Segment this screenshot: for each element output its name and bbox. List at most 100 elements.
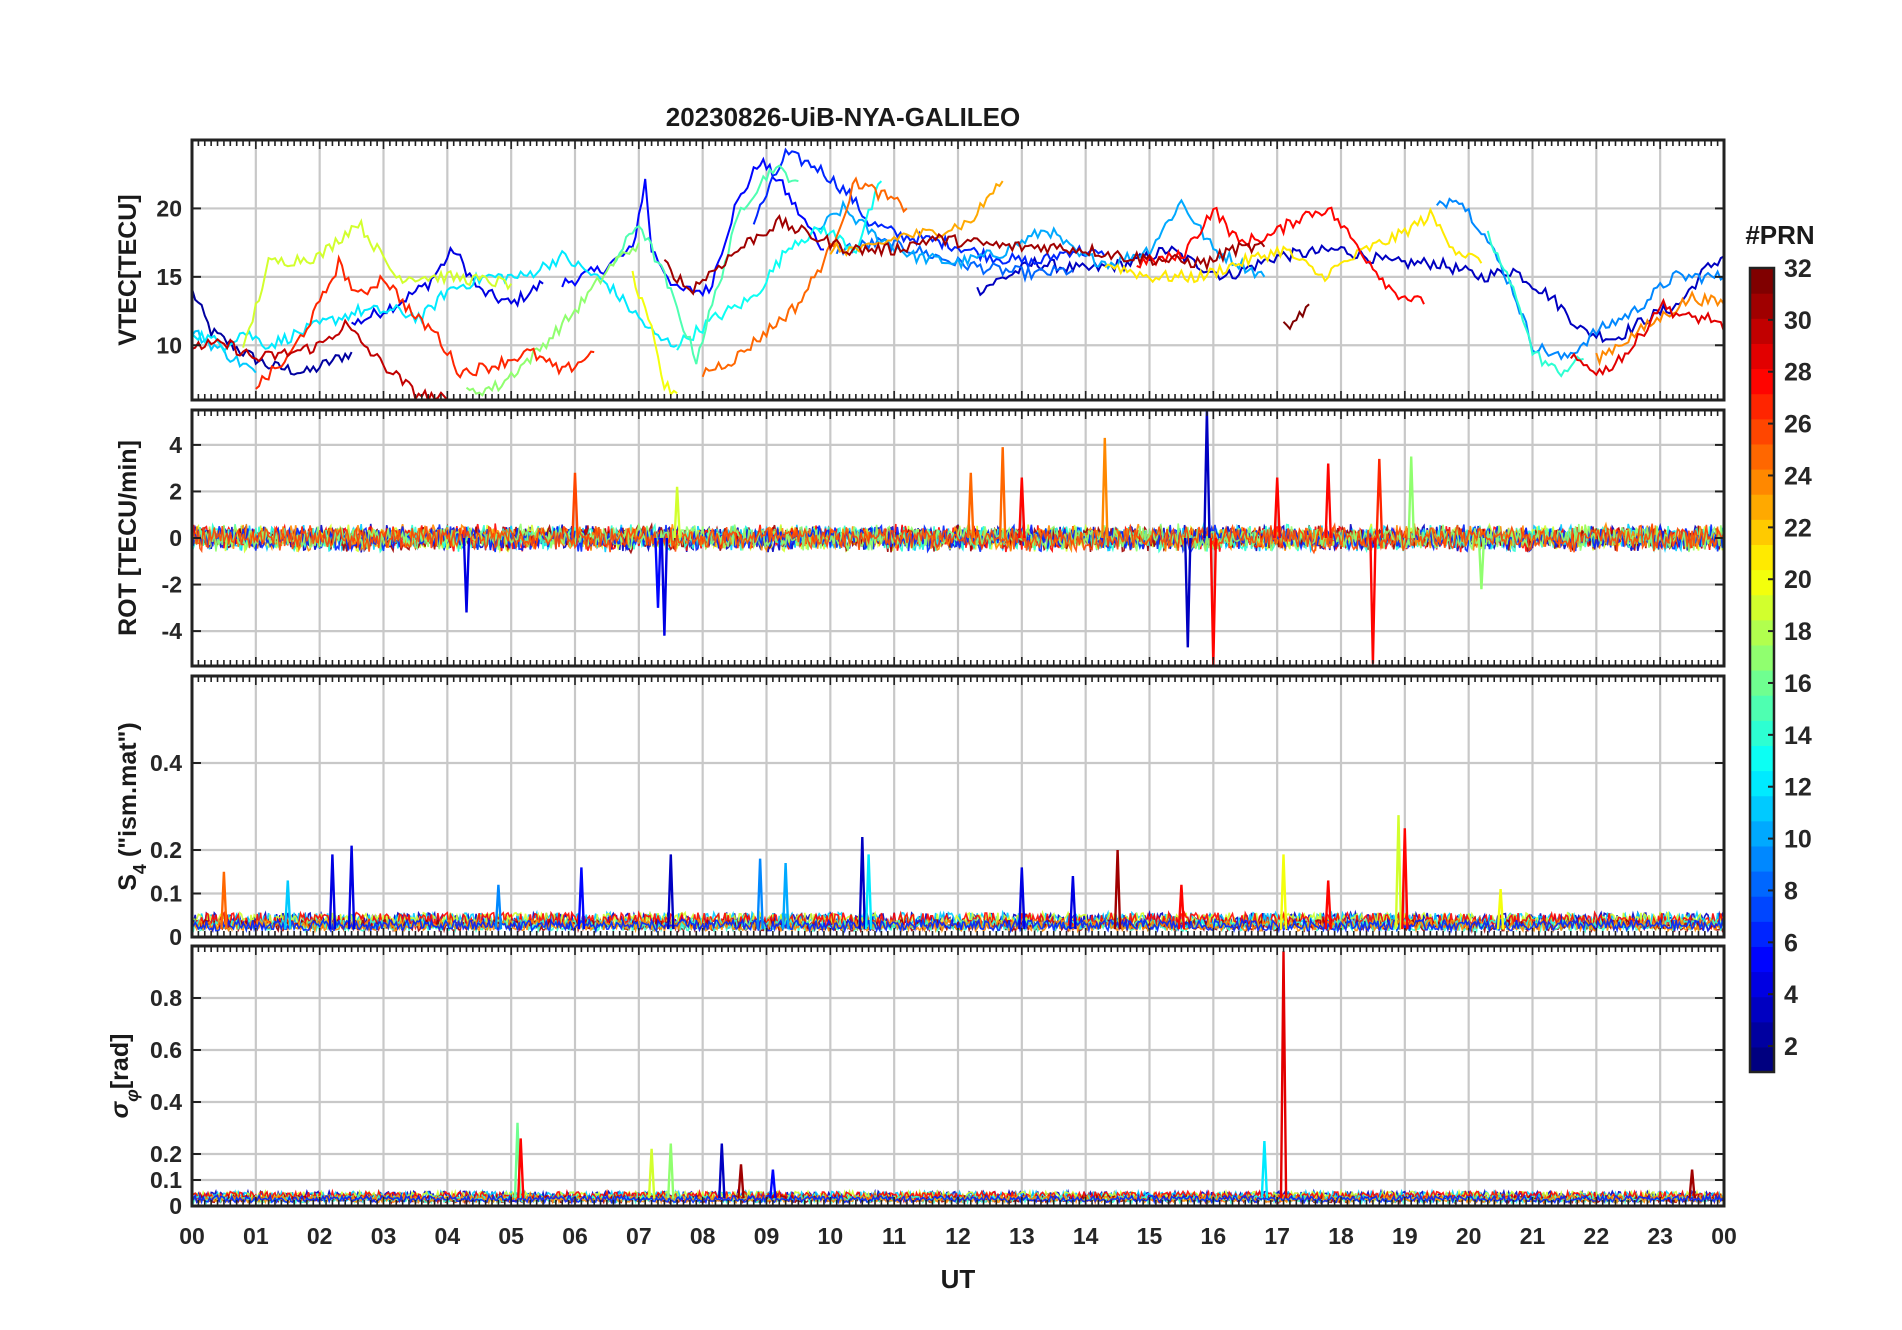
colorbar-segment xyxy=(1750,418,1774,445)
vtec-y-axis-label: VTEC[TECU] xyxy=(114,194,142,345)
s4-spike-17 xyxy=(1394,815,1403,930)
vtec-series-prn-9 xyxy=(1436,197,1724,361)
rot-spike-5 xyxy=(967,472,975,539)
rot-noise-series-9 xyxy=(192,521,1724,555)
vtec-series-prn-2 xyxy=(192,288,353,376)
sigphi-spike-2 xyxy=(647,1148,656,1199)
colorbar-title: #PRN xyxy=(1745,220,1814,250)
sigphi-spike-3 xyxy=(667,1143,675,1199)
colorbar-segment xyxy=(1750,971,1774,998)
s4-minor-ticks xyxy=(191,676,1725,937)
sigphi-spike-1 xyxy=(517,1138,525,1199)
s4-spike-11 xyxy=(1018,867,1026,930)
vtec-series-prn-31 xyxy=(663,213,1266,296)
x-tick-label: 02 xyxy=(307,1223,333,1249)
rot-spike-15 xyxy=(1375,458,1384,539)
sigphi-spike-4 xyxy=(718,1143,726,1199)
rot-spike-9 xyxy=(1184,537,1192,648)
s4-spike-0 xyxy=(220,871,228,930)
s4-y-tick-label: 0 xyxy=(169,924,182,950)
x-tick-label: 22 xyxy=(1584,1223,1610,1249)
colorbar-segment xyxy=(1750,569,1774,596)
x-tick-label: 00 xyxy=(179,1223,205,1249)
vtec-series-prn-29 xyxy=(1570,297,1724,377)
x-tick-label: 13 xyxy=(1009,1223,1035,1249)
rot-panel: -4 -2 0 2 4 ROT [TECU/min] xyxy=(114,408,1726,668)
colorbar-tick-label: 26 xyxy=(1784,411,1812,439)
vtec-series-prn-24 xyxy=(1595,290,1724,367)
colorbar-segment xyxy=(1750,1046,1774,1073)
rot-spike-12 xyxy=(1273,477,1281,539)
x-tick-label: 16 xyxy=(1201,1223,1227,1249)
x-tick-label: 11 xyxy=(882,1223,907,1249)
colorbar-tick-label: 8 xyxy=(1784,877,1798,905)
sigphi-y-tick-label: 0.6 xyxy=(150,1037,182,1063)
colorbar-segment xyxy=(1750,770,1774,797)
sigphi-spike-6 xyxy=(769,1169,777,1199)
colorbar-tick-label: 30 xyxy=(1784,307,1812,335)
vtec-minor-ticks xyxy=(191,140,1725,400)
rot-y-tick-label: 4 xyxy=(169,432,182,458)
vtec-series-prn-6 xyxy=(752,147,1106,271)
vtec-series-prn-5 xyxy=(561,156,825,298)
s4-y-tick-label: 0.1 xyxy=(150,881,182,907)
s4-spike-18 xyxy=(1401,828,1409,930)
s4-grid xyxy=(190,676,1726,939)
s4-spike-14 xyxy=(1177,884,1186,930)
rot-spike-7 xyxy=(1018,477,1026,539)
rot-spike-17 xyxy=(1477,537,1486,590)
colorbar-segment xyxy=(1750,946,1774,973)
colorbar-tick-label: 20 xyxy=(1784,566,1812,594)
x-tick-label: 18 xyxy=(1328,1223,1354,1249)
colorbar-tick-label: 16 xyxy=(1784,670,1812,698)
x-tick-label: 07 xyxy=(626,1223,652,1249)
colorbar-segment xyxy=(1750,443,1774,470)
vtec-series-prn-4 xyxy=(351,245,544,326)
vtec-series-prn-27 xyxy=(255,254,595,390)
vtec-grid xyxy=(190,140,1726,400)
vtec-series-prn-14 xyxy=(1486,230,1584,378)
colorbar-tick-label: 4 xyxy=(1784,981,1798,1009)
vtec-series-prn-19 xyxy=(242,218,513,348)
sigphi-spike-8 xyxy=(1279,951,1288,1199)
s4-spike-3 xyxy=(347,845,356,930)
rot-spike-8 xyxy=(1101,437,1109,539)
sigphi-y-tick-label: 0.1 xyxy=(150,1167,182,1193)
x-tick-label: 09 xyxy=(754,1223,780,1249)
vtec-series-prn-20 xyxy=(631,270,678,397)
s4-spike-1 xyxy=(284,880,292,930)
vtec-series-prn-3 xyxy=(976,243,1724,344)
rot-y-tick-label: 2 xyxy=(169,478,182,504)
vtec-series-prn-15 xyxy=(612,164,799,365)
s4-spike-19 xyxy=(1496,889,1505,930)
rot-spike-11 xyxy=(1209,537,1218,666)
x-tick-label: 04 xyxy=(435,1223,461,1249)
sigphi-panel: 00.10.2 0.4 0.6 0.8 σφ[rad] xyxy=(106,944,1726,1219)
sigphi-spike-7 xyxy=(1260,1140,1269,1199)
colorbar-frame xyxy=(1748,266,1776,1074)
x-tick-label: 19 xyxy=(1392,1223,1418,1249)
sigphi-y-axis-label: σφ[rad] xyxy=(106,1034,142,1119)
colorbar-tick-label: 28 xyxy=(1784,359,1812,387)
sigphi-spike-5 xyxy=(737,1164,745,1199)
vtec-panel: 10 15 20 VTEC[TECU] xyxy=(114,138,1726,402)
vtec-series-prn-13 xyxy=(676,180,883,351)
x-tick-label: 00 xyxy=(1711,1223,1737,1249)
s4-spike-12 xyxy=(1069,876,1077,930)
colorbar-segment xyxy=(1750,619,1774,646)
x-tick-label: 23 xyxy=(1647,1223,1673,1249)
rot-noise-series-7 xyxy=(192,523,1724,554)
rot-spike-6 xyxy=(998,447,1007,539)
vtec-series-prn-28 xyxy=(1136,206,1425,305)
colorbar-segment xyxy=(1750,519,1774,545)
vtec-series-prn-32 xyxy=(1282,303,1310,331)
colorbar-segment xyxy=(1750,795,1774,822)
rot-y-tick-label: -4 xyxy=(162,618,183,644)
colorbar-segment xyxy=(1750,820,1774,847)
colorbar-tick-label: 24 xyxy=(1784,462,1812,490)
x-tick-label: 10 xyxy=(818,1223,844,1249)
colorbar-segment xyxy=(1750,1021,1774,1048)
x-tick-label: 01 xyxy=(243,1223,269,1249)
colorbar-segment xyxy=(1750,343,1774,370)
rot-spike-2 xyxy=(654,537,662,608)
